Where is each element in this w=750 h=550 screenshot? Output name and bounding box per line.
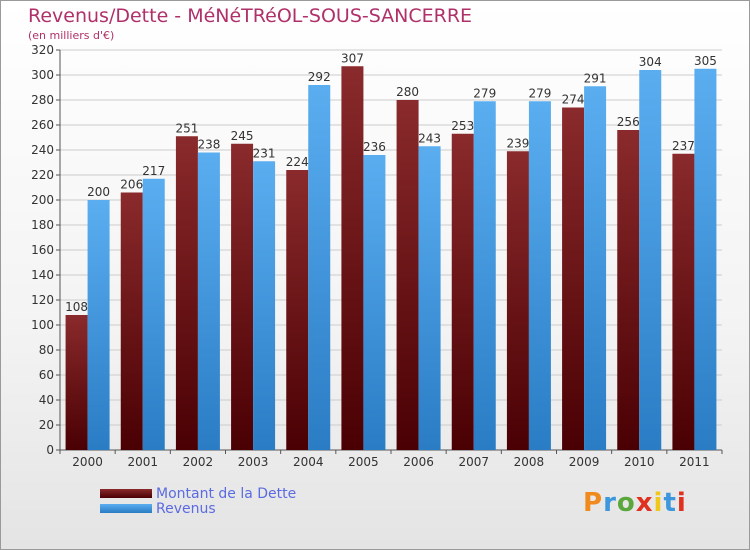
legend-item-dette: Montant de la Dette <box>100 485 297 502</box>
chart-title: Revenus/Dette - MéNéTRéOL-SOUS-SANCERRE <box>28 5 473 27</box>
legend-swatch-revenus <box>100 504 152 513</box>
data-label: 304 <box>639 55 662 69</box>
bar-revenus <box>418 146 441 450</box>
y-tick-label: 160 <box>31 243 54 257</box>
logo-letter: i <box>676 488 687 518</box>
data-label: 200 <box>87 185 110 199</box>
bar-dette <box>286 170 309 450</box>
x-tick-label: 2004 <box>293 455 324 469</box>
x-tick-label: 2003 <box>238 455 269 469</box>
data-label: 253 <box>451 119 474 133</box>
y-tick-label: 40 <box>39 393 54 407</box>
y-tick-label: 180 <box>31 218 54 232</box>
legend-swatch-dette <box>100 489 152 498</box>
data-label: 251 <box>175 121 198 135</box>
logo-letter: o <box>616 488 636 518</box>
x-tick-label: 2007 <box>458 455 489 469</box>
legend-item-revenus: Revenus <box>100 500 296 517</box>
y-tick-label: 60 <box>39 368 54 382</box>
bar-dette <box>506 151 529 450</box>
data-label: 280 <box>396 85 419 99</box>
y-tick-label: 80 <box>39 343 54 357</box>
x-tick-label: 2011 <box>679 455 710 469</box>
y-tick-label: 20 <box>39 418 54 432</box>
bar-revenus <box>87 200 110 450</box>
legend-label-revenus: Revenus <box>156 500 216 517</box>
data-label: 108 <box>65 300 88 314</box>
legend: Montant de la Dette Revenus <box>100 485 297 517</box>
data-label: 231 <box>253 146 276 160</box>
bar-dette <box>396 100 419 450</box>
proxiti-logo: Proxiti <box>583 488 687 518</box>
x-tick-label: 2008 <box>514 455 545 469</box>
data-label: 291 <box>584 71 607 85</box>
bar-revenus <box>694 68 717 450</box>
bar-revenus <box>363 155 386 450</box>
bar-dette <box>120 192 143 450</box>
bar-dette <box>672 153 695 450</box>
bar-revenus <box>528 101 551 450</box>
legend-label-dette: Montant de la Dette <box>156 485 297 502</box>
bar-revenus <box>473 101 496 450</box>
data-label: 236 <box>363 140 386 154</box>
data-label: 217 <box>142 164 165 178</box>
y-tick-label: 220 <box>31 168 54 182</box>
x-tick-label: 2002 <box>183 455 214 469</box>
bar-dette <box>451 133 474 450</box>
bar-dette <box>617 130 640 450</box>
data-label: 245 <box>231 129 254 143</box>
y-tick-label: 240 <box>31 143 54 157</box>
bar-revenus <box>308 85 331 450</box>
data-label: 224 <box>286 155 309 169</box>
y-tick-label: 100 <box>31 318 54 332</box>
logo-letter: x <box>635 488 654 518</box>
bar-revenus <box>142 178 165 450</box>
bar-revenus <box>639 70 662 450</box>
y-tick-label: 320 <box>31 43 54 57</box>
x-tick-label: 2000 <box>72 455 103 469</box>
bar-dette <box>562 107 585 450</box>
data-label: 239 <box>506 136 529 150</box>
chart-subtitle: (en milliers d'€) <box>28 29 115 42</box>
y-tick-label: 260 <box>31 118 54 132</box>
bar-revenus <box>584 86 607 450</box>
data-label: 292 <box>308 70 331 84</box>
logo-letter: i <box>653 488 664 518</box>
data-label: 274 <box>562 93 585 107</box>
data-label: 256 <box>617 115 640 129</box>
data-label: 305 <box>694 54 717 68</box>
x-tick-label: 2009 <box>569 455 600 469</box>
logo-letter: t <box>663 488 677 518</box>
data-label: 279 <box>528 86 551 100</box>
logo-letter: P <box>583 488 604 518</box>
y-tick-label: 0 <box>46 443 54 457</box>
data-label: 206 <box>120 178 143 192</box>
y-tick-label: 300 <box>31 68 54 82</box>
x-tick-label: 2006 <box>403 455 434 469</box>
bar-revenus <box>253 161 276 450</box>
y-tick-label: 280 <box>31 93 54 107</box>
logo-letter: r <box>603 488 617 518</box>
x-tick-label: 2001 <box>127 455 158 469</box>
x-tick-label: 2010 <box>624 455 655 469</box>
bar-revenus <box>197 152 220 450</box>
y-tick-label: 200 <box>31 193 54 207</box>
data-label: 238 <box>197 138 220 152</box>
y-tick-label: 120 <box>31 293 54 307</box>
bar-dette <box>175 136 198 450</box>
data-label: 279 <box>473 86 496 100</box>
bar-dette <box>231 143 254 450</box>
data-label: 237 <box>672 139 695 153</box>
data-label: 307 <box>341 51 364 65</box>
data-label: 243 <box>418 131 441 145</box>
bar-dette <box>65 315 88 450</box>
y-tick-label: 140 <box>31 268 54 282</box>
bar-dette <box>341 66 364 450</box>
x-tick-label: 2005 <box>348 455 379 469</box>
